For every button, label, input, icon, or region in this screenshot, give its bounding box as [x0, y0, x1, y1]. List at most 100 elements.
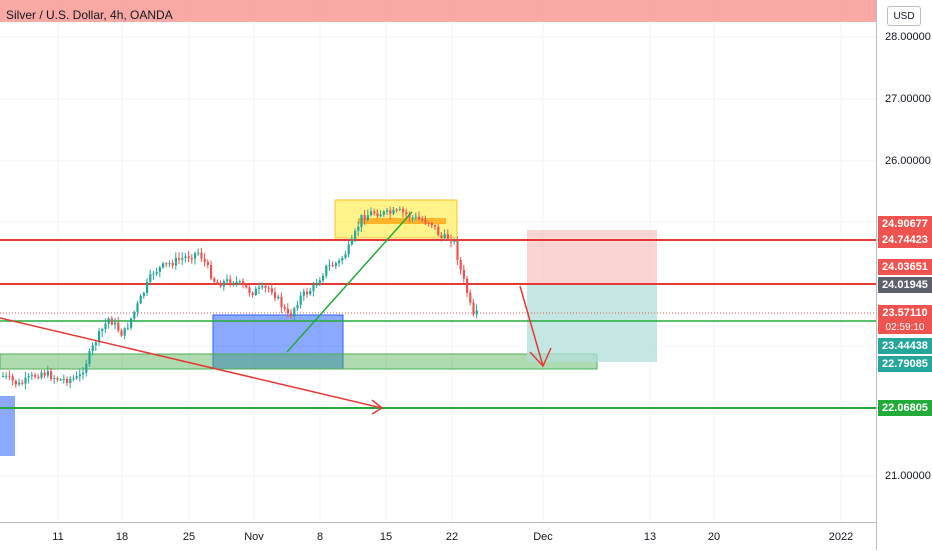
candle-body — [107, 318, 110, 324]
candle-body — [398, 209, 401, 211]
chart-area[interactable]: Silver / U.S. Dollar, 4h, OANDA — [0, 0, 876, 522]
short-stop-zone — [527, 230, 657, 284]
candle-body — [168, 263, 171, 265]
candle-body — [469, 292, 472, 303]
forecast-arrow-line — [519, 285, 544, 367]
candle-body — [66, 378, 69, 383]
candle-body — [30, 374, 33, 377]
candle-body — [146, 281, 149, 293]
candle-body — [344, 254, 347, 259]
candle-body — [334, 263, 337, 266]
time-label: 11 — [52, 531, 64, 543]
candle-body — [43, 372, 46, 376]
candle-body — [50, 371, 53, 380]
candle-body — [427, 222, 430, 224]
arrow-head-right — [371, 399, 384, 415]
price-tag-support: 23.44438 — [878, 338, 932, 354]
candle-body — [78, 374, 81, 377]
candle-body — [450, 239, 453, 242]
candle-body — [101, 329, 104, 331]
candle-body — [69, 378, 72, 383]
candle-body — [197, 252, 200, 254]
candle-body — [274, 292, 277, 299]
candle-body — [296, 304, 299, 309]
candle-body — [56, 378, 59, 380]
candle-body — [411, 217, 414, 219]
candle-body — [181, 257, 184, 260]
time-label: Dec — [533, 531, 553, 543]
orange-mini-zone — [358, 218, 446, 224]
candle-body — [370, 211, 373, 216]
candle-body — [254, 288, 257, 295]
candle-body — [104, 323, 107, 330]
candle-body — [373, 211, 376, 214]
candle-body — [200, 252, 203, 259]
candle-body — [53, 378, 56, 380]
candle-body — [286, 308, 289, 314]
time-label: 20 — [707, 531, 721, 543]
candle-body — [270, 288, 273, 293]
candle-body — [328, 265, 331, 267]
candle-body — [165, 263, 168, 265]
bar-countdown: 02:59:10 — [878, 321, 932, 334]
candle-body — [219, 283, 222, 287]
time-label: 18 — [115, 531, 129, 543]
candle-body — [338, 260, 341, 264]
candle-body — [46, 371, 49, 376]
trend-line-descending — [0, 317, 383, 409]
candle-body — [261, 285, 264, 288]
candle-body — [315, 284, 318, 286]
candle-body — [472, 302, 475, 315]
candle-body — [110, 318, 113, 325]
candle-body — [290, 313, 293, 317]
candle-body — [59, 379, 62, 381]
candle-body — [187, 256, 190, 259]
price-tick: 21.00000 — [885, 470, 931, 482]
candle-body — [85, 363, 88, 373]
blue-demand-zone — [212, 314, 344, 370]
candle-body — [8, 375, 11, 377]
candle-body — [98, 330, 101, 343]
candle-body — [453, 240, 456, 242]
candle-body — [130, 318, 133, 328]
top-resistance-zone — [0, 0, 876, 22]
candle-body — [245, 284, 248, 288]
candle-body — [40, 372, 43, 378]
candle-body — [402, 209, 405, 213]
candle-body — [152, 273, 155, 275]
candle-body — [459, 259, 462, 270]
candle-body — [306, 291, 309, 295]
candle-body — [178, 257, 181, 260]
candle-body — [382, 211, 385, 215]
candle-body — [318, 280, 321, 285]
chart-canvas[interactable] — [0, 0, 876, 522]
candle-body — [139, 295, 142, 304]
candle-body — [392, 209, 395, 214]
candle-body — [379, 214, 382, 217]
candle-body — [312, 284, 315, 291]
candle-body — [264, 285, 267, 288]
candle-body — [360, 215, 363, 227]
candle-body — [21, 382, 24, 384]
candle-body — [27, 376, 30, 378]
candle-body — [446, 234, 449, 240]
candle-body — [443, 234, 446, 238]
price-axis[interactable]: USD 28.00000 27.00000 26.00000 21.00000 … — [876, 0, 932, 550]
candle-body — [280, 296, 283, 308]
time-axis[interactable]: 11 18 25 Nov 8 15 22 Dec 13 20 2022 — [0, 522, 876, 551]
candle-body — [350, 238, 353, 245]
candle-body — [126, 327, 129, 329]
candle-body — [5, 375, 8, 377]
symbol-title[interactable]: Silver / U.S. Dollar, 4h, OANDA — [6, 8, 173, 22]
candle-body — [133, 311, 136, 319]
candle-body — [251, 292, 254, 295]
candle-body — [82, 372, 85, 375]
candle-body — [75, 376, 78, 379]
candle-body — [206, 262, 209, 265]
candle-body — [408, 214, 411, 218]
candle-body — [213, 278, 216, 283]
currency-button[interactable]: USD — [887, 6, 921, 26]
candle-body — [309, 290, 312, 295]
candle-body — [242, 281, 245, 285]
time-label: 25 — [182, 531, 196, 543]
